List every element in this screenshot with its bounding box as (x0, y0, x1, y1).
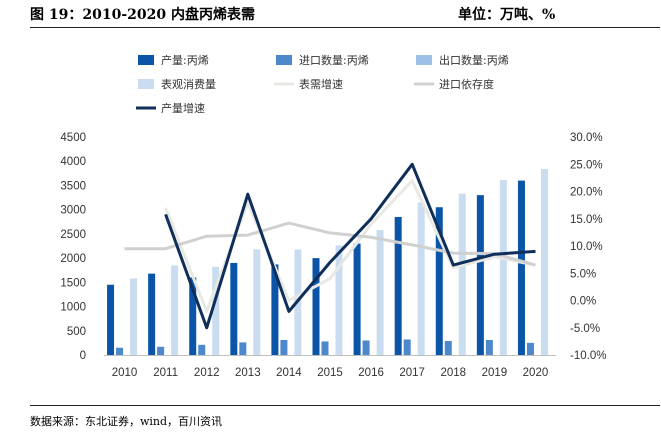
legend-label: 进口依存度 (439, 77, 494, 91)
bar-production-2020 (517, 180, 525, 355)
bar-apparent-consumption-2018 (458, 193, 466, 355)
legend-item-demand-growth: 表需增速 (274, 77, 343, 91)
bar-import-quantity-2016 (362, 340, 370, 355)
left-tick-label: 3000 (60, 205, 86, 217)
x-tick-label: 2015 (317, 367, 343, 379)
left-tick-label: 2500 (60, 229, 86, 241)
legend-label: 表观消费量 (161, 77, 216, 91)
right-tick-label: 30.0% (570, 132, 603, 144)
legend-item-apparent-consumption: 表观消费量 (138, 77, 216, 91)
bar-import-quantity-2019 (485, 339, 493, 355)
bar-production-2010 (107, 284, 115, 355)
source-note: 数据来源：东北证券，wind，百川资讯 (30, 415, 223, 428)
right-tick-label: 20.0% (570, 187, 603, 199)
bar-import-quantity-2010 (116, 347, 124, 355)
bottom-rule (30, 405, 660, 406)
right-tick-label: 10.0% (570, 241, 603, 253)
line-layer (124, 162, 536, 330)
x-tick-label: 2010 (112, 367, 138, 379)
legend-swatch (138, 79, 154, 89)
left-tick-label: 4500 (60, 132, 86, 144)
right-tick-label: -10.0% (570, 350, 606, 362)
x-tick-label: 2019 (482, 367, 508, 379)
legend-label: 产量:丙烯 (161, 53, 209, 67)
bar-apparent-consumption-2012 (212, 266, 220, 355)
bar-layer (107, 168, 548, 355)
legend-label: 产量增速 (161, 101, 205, 115)
bar-production-2015 (312, 258, 320, 355)
bar-import-quantity-2012 (198, 344, 206, 355)
legend-item-import-quantity: 进口数量:丙烯 (276, 54, 369, 67)
bar-apparent-consumption-2010 (130, 278, 138, 355)
bar-import-quantity-2015 (321, 341, 329, 355)
right-tick-label: 25.0% (570, 159, 603, 171)
axes-layer: 0 500 1000 1500 2000 2500 3000 3500 4000 4500 -10.… (60, 132, 606, 379)
bar-production-2019 (476, 195, 484, 355)
right-tick-label: 15.0% (570, 214, 603, 226)
figure-unit: 单位：万吨、% (458, 7, 556, 23)
bar-production-2011 (148, 273, 156, 355)
x-tick-label: 2020 (523, 367, 549, 379)
x-tick-label: 2012 (194, 367, 220, 379)
x-tick-label: 2018 (440, 367, 466, 379)
left-tick-label: 4000 (60, 156, 86, 168)
figure-title: 图 19：2010-2020 内盘丙烯表需 (30, 7, 255, 23)
bar-production-2018 (435, 207, 443, 355)
bar-production-2017 (394, 216, 402, 355)
legend-swatch (416, 55, 432, 65)
bar-import-quantity-2014 (280, 339, 288, 355)
figure-header: 图 19：2010-2020 内盘丙烯表需 单位：万吨、% (0, 0, 661, 28)
bar-apparent-consumption-2011 (171, 265, 179, 355)
bar-import-quantity-2018 (444, 340, 452, 355)
legend-swatch (276, 55, 292, 65)
left-tick-label: 2000 (60, 253, 86, 265)
left-tick-label: 1500 (60, 277, 86, 289)
bar-import-quantity-2017 (403, 339, 411, 355)
x-tick-label: 2013 (235, 367, 261, 379)
legend-item-import-dependence: 进口依存度 (414, 77, 494, 91)
bar-production-2014 (271, 264, 279, 355)
legend-item-production-growth: 产量增速 (136, 101, 205, 115)
legend-label: 进口数量:丙烯 (299, 54, 369, 67)
bar-import-quantity-2011 (157, 346, 165, 355)
legend-swatch (138, 55, 154, 65)
bar-apparent-consumption-2019 (499, 180, 507, 355)
bar-apparent-consumption-2015 (335, 245, 343, 355)
legend-item-export-quantity: 出口数量:丙烯 (416, 53, 509, 67)
bar-import-quantity-2020 (526, 342, 534, 355)
left-tick-label: 1000 (60, 302, 86, 314)
x-tick-label: 2016 (358, 367, 384, 379)
legend-label: 出口数量:丙烯 (439, 53, 509, 67)
x-tick-label: 2017 (399, 367, 425, 379)
left-tick-label: 3500 (60, 180, 86, 192)
bar-apparent-consumption-2013 (253, 249, 261, 355)
left-tick-label: 0 (80, 350, 86, 362)
legend-item-production: 产量:丙烯 (138, 53, 209, 67)
left-tick-label: 500 (67, 326, 86, 338)
bar-apparent-consumption-2020 (540, 168, 548, 355)
line-import-dependence (124, 221, 536, 267)
bar-apparent-consumption-2017 (417, 202, 425, 355)
bar-apparent-consumption-2016 (376, 230, 384, 355)
top-rule (30, 27, 660, 28)
right-tick-label: 5.0% (570, 268, 596, 280)
x-tick-label: 2014 (276, 367, 302, 379)
bar-production-2016 (353, 243, 361, 355)
bar-import-quantity-2013 (239, 342, 247, 355)
bar-production-2012 (189, 277, 197, 355)
bar-production-2013 (230, 262, 238, 355)
right-tick-label: 0.0% (570, 296, 596, 308)
x-tick-label: 2011 (153, 367, 178, 379)
right-tick-label: -5.0% (570, 323, 600, 335)
line-production-growth (164, 162, 536, 330)
legend-label: 表需增速 (299, 77, 343, 91)
